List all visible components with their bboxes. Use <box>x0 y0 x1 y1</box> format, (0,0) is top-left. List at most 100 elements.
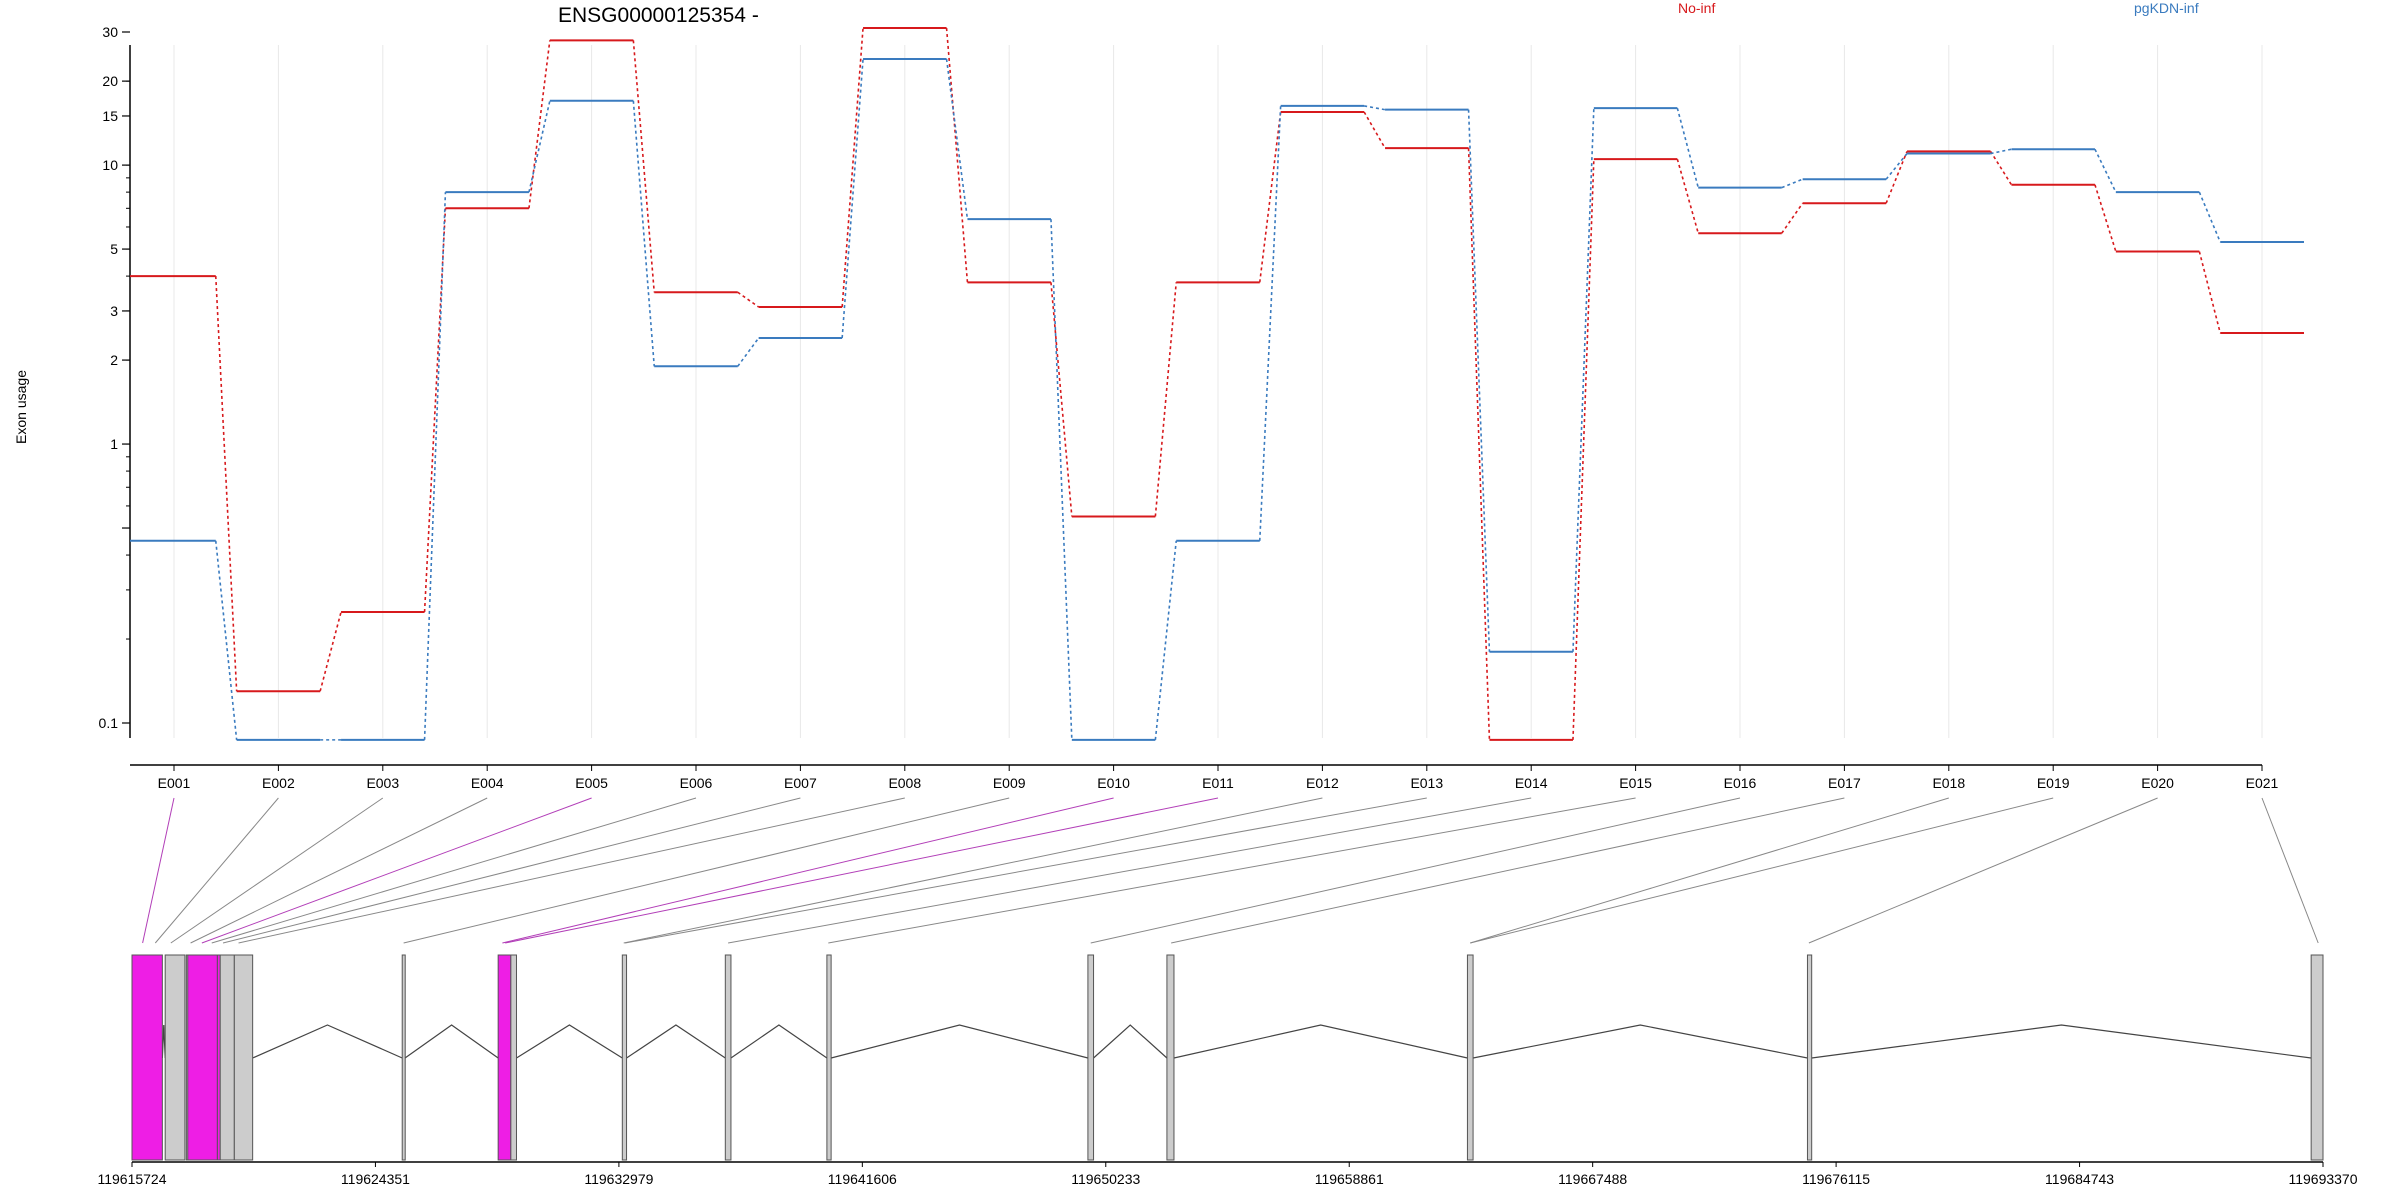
legend: No-inf pgKDN-inf <box>1678 0 2199 16</box>
series-connector <box>945 27 969 283</box>
y-tick-label: 15 <box>102 108 118 124</box>
x-tick-label: E005 <box>575 775 608 791</box>
exon-box-e016 <box>1466 954 1474 1161</box>
exon-box-e013 <box>826 954 832 1161</box>
series-connector <box>1154 540 1178 740</box>
x-axis: E001 E002 E003 E004 E005 E006 E007 E008 E009 E010… <box>130 764 2279 791</box>
y-tick-label: 30 <box>102 24 118 40</box>
y-tick-label: 2 <box>110 352 118 368</box>
exon-link <box>1470 797 1949 944</box>
x-tick-label: E021 <box>2246 775 2279 791</box>
coordinate-label: 119667488 <box>1558 1171 1627 1187</box>
series-connector <box>1990 148 2012 155</box>
intron <box>1173 1024 1468 1059</box>
intron <box>730 1024 828 1059</box>
series-connector <box>528 100 551 193</box>
exon-box-e009 <box>497 954 512 1161</box>
x-tick-label: E008 <box>888 775 921 791</box>
exon-link <box>2261 797 2319 944</box>
exon-links <box>142 797 2319 944</box>
x-tick-label: E012 <box>1306 775 1339 791</box>
series-pgkdn-inf <box>130 58 2304 741</box>
y-tick-label: 5 <box>110 241 118 257</box>
exon-box-e001 <box>131 954 163 1161</box>
y-tick-label: 10 <box>102 157 118 173</box>
coordinate-label: 119658861 <box>1315 1171 1384 1187</box>
series-connector <box>737 337 760 367</box>
exon-link <box>142 797 175 944</box>
series-connector <box>1572 159 1595 740</box>
legend-entry-no-inf: No-inf <box>1678 0 1715 16</box>
grid-lines <box>173 45 2263 738</box>
x-tick-label: E001 <box>158 775 191 791</box>
intron <box>626 1024 726 1059</box>
series-connector <box>1050 219 1073 740</box>
series-connector <box>1989 150 2013 186</box>
coordinate-label: 119693370 <box>2288 1171 2357 1187</box>
intron <box>1093 1024 1168 1059</box>
exon-box-e015 <box>1166 954 1175 1161</box>
exon-link <box>154 797 279 944</box>
x-tick-label: E003 <box>366 775 399 791</box>
series-connector <box>1781 178 1803 189</box>
exon-link <box>238 797 905 944</box>
series-connector <box>1467 148 1491 740</box>
coordinate-label: 119615724 <box>97 1171 166 1187</box>
exon-box-e010 <box>510 954 517 1161</box>
series-connector <box>528 40 551 209</box>
series-connector <box>632 40 656 293</box>
series-connector <box>737 291 760 308</box>
intron <box>830 1024 1089 1059</box>
series-layer <box>130 27 2304 741</box>
coordinate-label: 119650233 <box>1071 1171 1140 1187</box>
y-tick-label: 1 <box>110 436 118 452</box>
exon-link <box>201 797 592 944</box>
gene-model <box>131 954 2324 1161</box>
series-connector <box>841 58 864 339</box>
exon-link <box>190 797 488 944</box>
series-connector <box>2094 184 2117 252</box>
coordinate-label: 119641606 <box>828 1171 897 1187</box>
exon-box-e007 <box>233 954 254 1161</box>
intron <box>1472 1024 1808 1059</box>
exon-link <box>623 797 1323 944</box>
coordinate-label: 119676115 <box>1802 1171 1870 1187</box>
series-connector <box>1467 109 1491 652</box>
x-tick-label: E016 <box>1724 775 1757 791</box>
exon-link <box>502 797 1114 944</box>
series-connector <box>841 27 864 308</box>
exon-link <box>1171 797 1845 944</box>
exon-box-e002 <box>164 954 186 1161</box>
exon-box-e012 <box>724 954 732 1161</box>
series-connector <box>1572 108 1595 652</box>
series-connector <box>423 208 447 613</box>
y-tick-label: 20 <box>102 73 118 89</box>
x-tick-label: E018 <box>1932 775 1965 791</box>
x-tick-label: E014 <box>1515 775 1548 791</box>
series-connector <box>1154 282 1178 517</box>
exon-box-e011 <box>621 954 628 1161</box>
y-tick-label: 3 <box>110 303 118 319</box>
series-connector <box>1364 105 1386 111</box>
series-connector <box>1050 282 1073 517</box>
genomic-coordinate-axis: 119615724 119624351 119632979 119641606 1196… <box>97 1161 2358 1187</box>
series-connector <box>2198 251 2222 334</box>
series-connector <box>319 611 342 692</box>
coordinate-label: 119624351 <box>341 1171 410 1187</box>
x-tick-label: E007 <box>784 775 817 791</box>
y-tick-label: 0.1 <box>99 715 119 731</box>
exon-box-e018 <box>2310 954 2324 1161</box>
series-connector <box>1676 158 1700 234</box>
intron <box>1811 1024 2312 1059</box>
legend-entry-pgkdn-inf: pgKDN-inf <box>2134 0 2199 16</box>
exon-link <box>625 797 1427 944</box>
y-axis: 0.1 1 2 3 5 10 15 20 30 <box>99 24 131 738</box>
exon-link <box>403 797 1010 944</box>
series-connector <box>945 58 969 220</box>
series-connector <box>632 100 656 367</box>
exon-link <box>728 797 1532 944</box>
x-tick-label: E020 <box>2141 775 2174 791</box>
exon-box-e006 <box>219 954 235 1161</box>
x-tick-label: E015 <box>1619 775 1652 791</box>
coordinate-label: 119684743 <box>2045 1171 2114 1187</box>
